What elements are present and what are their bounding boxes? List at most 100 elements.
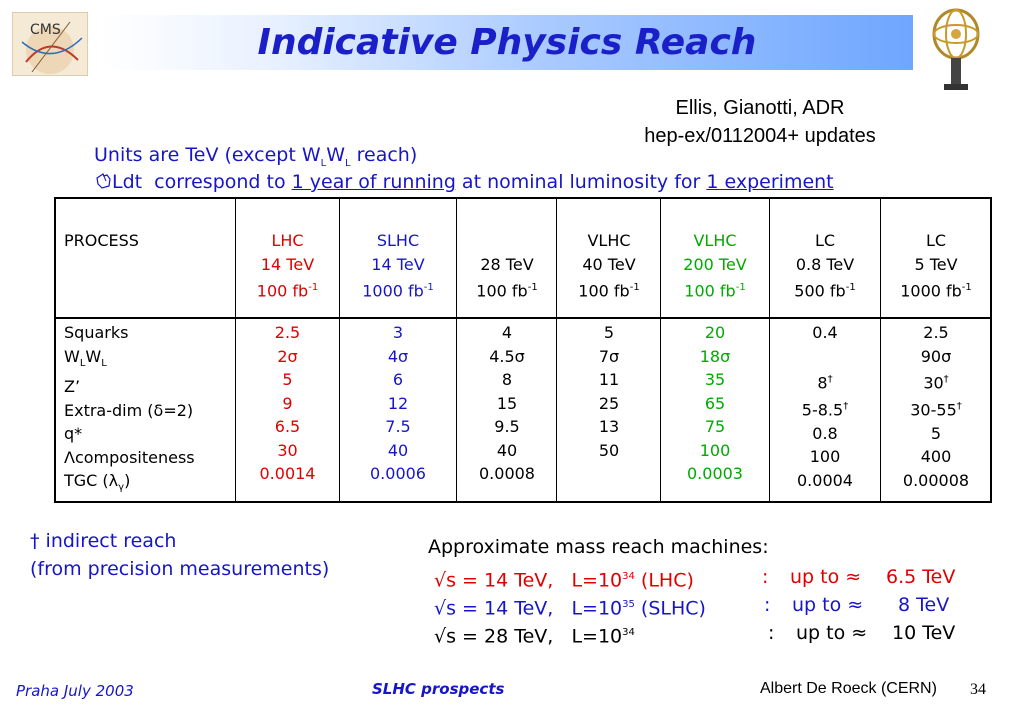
header-lhc-name: LHC	[271, 231, 304, 250]
mass-reach-value-slhc: 8 TeV	[898, 594, 950, 616]
reference-paper: hep-ex/0112004+ updates	[644, 125, 876, 147]
table-cell: 30-55†	[910, 400, 962, 420]
table-cell: 0.0006	[370, 464, 426, 483]
table-cell: 7σ	[598, 346, 620, 366]
header-lc08-lumi: 500 fb-1	[794, 281, 856, 301]
mass-reach-value-28tev: 10 TeV	[892, 622, 956, 644]
table-cell: 0.00008	[902, 470, 970, 490]
process-column: Squarks WLWL Z’ Extra-dim (δ=2) q* Λcomposite…	[64, 321, 195, 500]
dagger-note-line2: (from precision measurements)	[30, 558, 330, 580]
table-cell: 13	[598, 417, 620, 436]
title-bar	[101, 15, 913, 70]
header-vlhc200-energy: 200 TeV	[683, 254, 747, 274]
table-cell: 5	[282, 370, 293, 389]
mass-reach-row-28tev: √s = 28 TeV, L=1034	[434, 625, 635, 648]
reach-table	[54, 197, 992, 503]
table-divider	[339, 197, 340, 503]
dagger-note-line1: † indirect reach	[30, 530, 177, 552]
cms-logo-text: CMS	[30, 22, 61, 38]
table-divider	[880, 197, 881, 503]
mass-reach-colon-lhc: :	[762, 566, 769, 588]
footer-center: SLHC prospects	[372, 680, 505, 698]
table-cell: 90σ	[920, 346, 952, 366]
table-header-divider	[54, 317, 992, 319]
header-28tev-lumi: 100 fb-1	[476, 281, 538, 301]
table-divider	[769, 197, 770, 503]
table-cell: 9.5	[494, 417, 520, 436]
table-cell: 3	[392, 323, 404, 342]
dagger-note: † indirect reach (from precision measurem…	[30, 527, 329, 583]
table-cell: 35	[704, 370, 726, 389]
header-lc5-name: LC	[925, 231, 947, 250]
table-divider	[456, 197, 457, 503]
ldt-note: Ldt correspond to 1 year of running at n…	[94, 170, 834, 194]
table-cell: 30	[277, 440, 298, 460]
table-cell: 0.4	[812, 323, 838, 342]
units-note-sub2: L	[345, 157, 351, 169]
table-cell: 100	[809, 447, 841, 467]
values-vlhc40: 5 7σ 11 25 13 50	[560, 321, 658, 486]
mass-reach-upto-28tev: up to ≈	[796, 622, 868, 644]
table-cell: 11	[598, 370, 620, 389]
table-cell: 0.0008	[479, 464, 535, 483]
mass-reach-heading: Approximate mass reach machines:	[428, 536, 769, 558]
table-cell: 6	[392, 370, 404, 389]
reference-authors: Ellis, Gianotti, ADR	[675, 97, 845, 119]
mass-reach-colon-28tev: :	[768, 622, 775, 644]
table-cell: 12	[387, 393, 409, 413]
header-vlhc40-name: VLHC	[587, 231, 631, 250]
mass-reach-row-lhc: √s = 14 TeV, L=1034 (LHC)	[434, 569, 694, 592]
table-cell: 50	[598, 440, 620, 460]
process-qstar: q*	[64, 424, 83, 444]
header-lhc: LHC 14 TeV 100 fb-1	[240, 229, 335, 303]
table-cell: 30†	[923, 373, 949, 393]
header-vlhc40-energy: 40 TeV	[582, 254, 636, 274]
header-lhc-lumi: 100 fb-1	[256, 281, 319, 301]
units-note-suffix: reach)	[350, 144, 418, 166]
table-cell: 400	[920, 447, 952, 467]
header-vlhc200: VLHC 200 TeV 100 fb-1	[664, 229, 766, 303]
ldt-note-mid: at nominal luminosity for	[455, 171, 707, 193]
table-cell: 75	[704, 417, 726, 436]
values-lc5: 2.5 90σ 30† 30-55† 5 400 0.00008	[883, 321, 989, 492]
header-lc08-name: LC	[814, 231, 836, 250]
table-cell: 0.0004	[797, 470, 853, 490]
header-28tev-name	[460, 229, 554, 253]
table-divider	[235, 197, 236, 503]
values-lhc: 2.5 2σ 5 9 6.5 30 0.0014	[240, 321, 335, 486]
mass-reach-row-slhc: √s = 14 TeV, L=1035 (SLHC)	[434, 597, 706, 620]
table-cell: 65	[704, 393, 726, 413]
table-cell: 4	[501, 323, 513, 342]
table-cell: 0.8	[812, 423, 838, 443]
values-lc08: 0.4 8† 5-8.5† 0.8 100 0.0004	[773, 321, 877, 492]
table-cell: 15	[496, 393, 518, 413]
header-lc08: LC 0.8 TeV 500 fb-1	[773, 229, 877, 303]
footer-left: Praha July 2003	[16, 682, 134, 700]
table-cell: 6.5	[274, 417, 301, 436]
table-cell	[560, 462, 658, 486]
units-note-prefix: Units are TeV (except W	[94, 144, 321, 166]
header-28tev: 28 TeV 100 fb-1	[460, 229, 554, 303]
table-cell: 7.5	[385, 417, 411, 436]
table-cell: 4σ	[387, 346, 409, 366]
ldt-note-pre: Ldt correspond to	[112, 171, 292, 193]
mass-reach-value-lhc: 6.5 TeV	[886, 566, 956, 588]
table-cell: 2σ	[277, 346, 298, 366]
header-slhc: SLHC 14 TeV 1000 fb-1	[344, 229, 452, 303]
ldt-note-underlined-2: 1 experiment	[706, 171, 834, 193]
table-cell	[773, 345, 877, 369]
table-cell: 2.5	[274, 323, 301, 342]
values-slhc: 3 4σ 6 12 7.5 40 0.0006	[344, 321, 452, 486]
header-vlhc40-lumi: 100 fb-1	[578, 281, 640, 301]
table-cell: 40	[496, 440, 518, 460]
units-note-mid: W	[326, 144, 346, 166]
mass-reach-upto-slhc: up to ≈	[792, 594, 864, 616]
units-note-sub: L	[320, 157, 327, 169]
table-divider	[556, 197, 557, 503]
table-cell: 25	[598, 393, 620, 413]
header-lc08-energy: 0.8 TeV	[795, 254, 855, 274]
header-process: PROCESS	[64, 231, 139, 250]
header-vlhc200-name: VLHC	[693, 231, 737, 250]
process-extradim: Extra-dim (δ=2)	[64, 400, 194, 420]
atlas-logo	[932, 8, 980, 90]
